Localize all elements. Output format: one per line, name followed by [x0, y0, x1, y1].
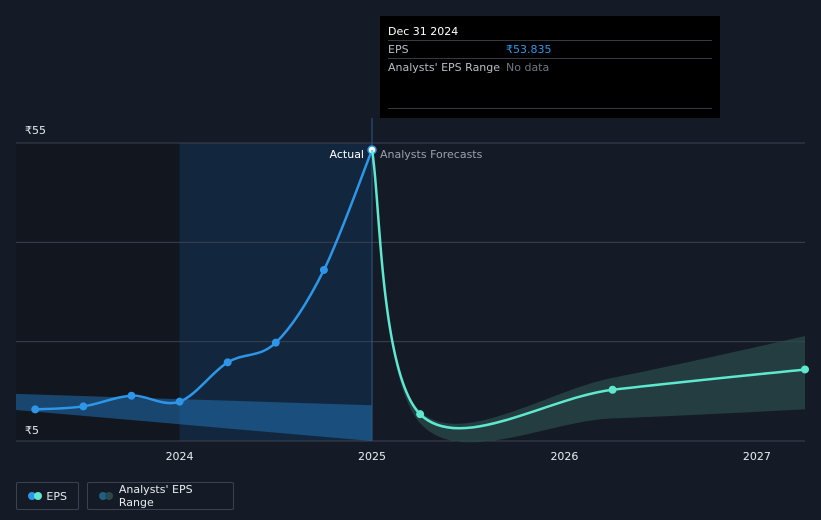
range-band-past	[16, 393, 373, 441]
eps-point-actual-6	[319, 265, 328, 274]
tooltip-range-value: No data	[506, 61, 550, 74]
actual-label: Actual	[330, 148, 364, 161]
eps-point-actual-0	[31, 405, 40, 414]
eps-swatch-icon	[28, 492, 42, 500]
eps-point-actual-4	[223, 358, 232, 367]
range-band-forecast	[372, 149, 805, 443]
x-tick-label-2026: 2026	[550, 450, 578, 463]
x-tick-label-2027: 2027	[743, 450, 771, 463]
eps-point-forecast-2	[608, 385, 617, 394]
tooltip-divider	[388, 108, 712, 109]
legend-eps-button[interactable]: EPS	[16, 482, 79, 510]
y-tick-label-top: ₹55	[25, 124, 46, 137]
eps-line-forecast	[370, 149, 806, 430]
x-tick-label-2024: 2024	[166, 450, 194, 463]
legend-eps-label: EPS	[46, 489, 67, 503]
eps-point-actual-2	[127, 391, 136, 400]
y-tick-label-bottom: ₹5	[25, 424, 39, 437]
eps-series	[31, 145, 809, 430]
forecast-label: Analysts Forecasts	[380, 148, 483, 161]
hover-tooltip: Dec 31 2024 EPS ₹53.835 Analysts' EPS Ra…	[380, 16, 720, 118]
eps-point-actual-1	[79, 402, 88, 411]
legend-range-button[interactable]: Analysts' EPS Range	[87, 482, 234, 510]
eps-point-forecast-3	[801, 365, 809, 374]
range-swatch-icon	[99, 492, 113, 500]
axis-labels: ₹55 ₹5 2024 2025 2026 2027 Actual Analysts Fore…	[25, 124, 771, 463]
x-tick-label-2025: 2025	[358, 450, 386, 463]
legend-range-label: Analysts' EPS Range	[118, 483, 193, 509]
tooltip-eps-row: EPS ₹53.835	[388, 40, 712, 58]
eps-range-bands	[16, 149, 805, 443]
tooltip-date: Dec 31 2024	[388, 25, 459, 38]
eps-point-forecast-1	[416, 410, 425, 419]
grid-lines	[16, 142, 805, 442]
tooltip-range-label: Analysts' EPS Range	[388, 61, 501, 74]
tooltip-range-row: Analysts' EPS Range No data	[388, 58, 712, 76]
tooltip-eps-value: ₹53.835	[506, 43, 552, 56]
eps-point-actual-3	[175, 397, 184, 406]
tooltip-eps-label: EPS	[388, 43, 409, 56]
last-year-highlight	[179, 143, 373, 441]
eps-point-actual-5	[271, 338, 280, 347]
